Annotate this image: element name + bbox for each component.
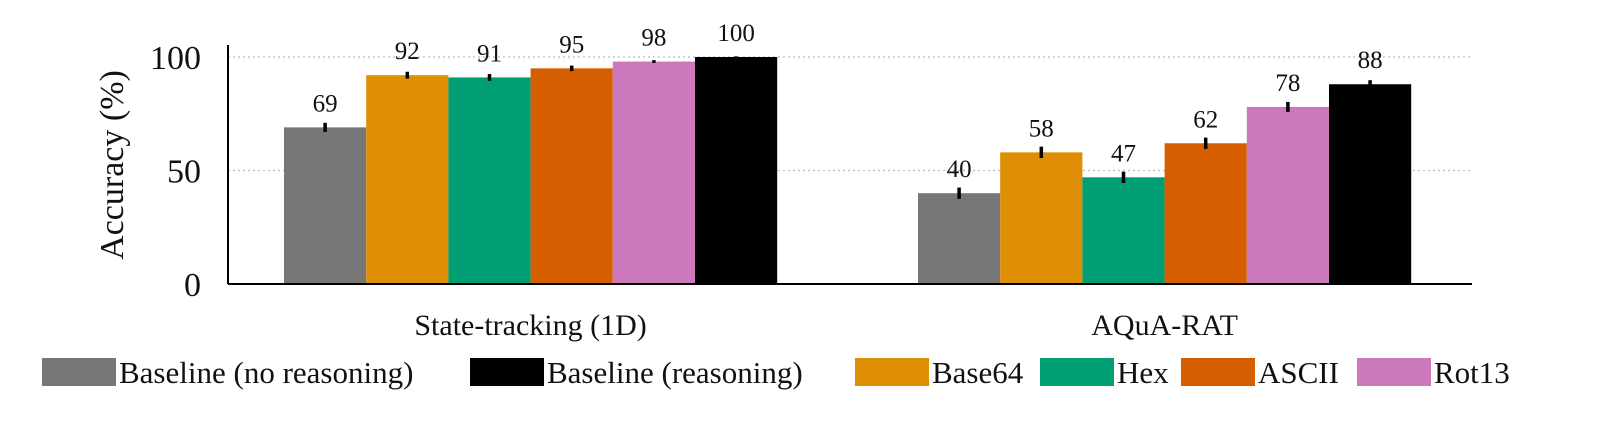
- y-tick-labels: 0 50 100: [150, 40, 201, 304]
- legend-label: Base64: [932, 355, 1024, 390]
- legend-label: Baseline (reasoning): [547, 355, 803, 390]
- y-tick-label: 100: [150, 40, 201, 77]
- category-label: AQuA-RAT: [1091, 309, 1238, 342]
- data-label: 88: [1358, 47, 1383, 74]
- axes: [227, 45, 1472, 285]
- data-label: 78: [1275, 70, 1300, 97]
- data-label: 62: [1193, 106, 1218, 133]
- legend-item: Base64: [855, 355, 1024, 390]
- bar-rot13-0: [612, 61, 695, 284]
- legend-swatch: [1040, 358, 1114, 386]
- legend-label: ASCII: [1258, 355, 1339, 390]
- bar-ascii-1: [1164, 143, 1247, 284]
- bars: 69 40 92 58 91 47 95 62 98 78 100 88: [284, 20, 1412, 285]
- legend-item: Baseline (no reasoning): [42, 355, 413, 390]
- legend-label: Hex: [1117, 355, 1169, 390]
- legend-item: Rot13: [1357, 355, 1510, 390]
- legend-swatch: [1181, 358, 1255, 386]
- bar-baseline-reasoning--1: [1329, 84, 1412, 285]
- y-tick-label: 0: [184, 267, 201, 304]
- y-axis-title: Accuracy (%): [94, 70, 131, 260]
- bar-baseline-no-reasoning--1: [918, 193, 1001, 284]
- legend-swatch: [42, 358, 116, 386]
- bar-base64-1: [1000, 152, 1083, 284]
- bar-baseline-no-reasoning--0: [284, 127, 367, 285]
- category-label: State-tracking (1D): [414, 309, 646, 342]
- data-label: 92: [395, 38, 420, 65]
- legend-swatch: [1357, 358, 1431, 386]
- y-tick-label: 50: [167, 154, 201, 191]
- data-label: 100: [717, 20, 755, 47]
- data-label: 58: [1029, 115, 1054, 142]
- legend-label: Rot13: [1434, 355, 1510, 390]
- data-label: 40: [947, 156, 972, 183]
- category-labels: State-tracking (1D) AQuA-RAT: [414, 309, 1238, 342]
- bar-ascii-0: [530, 68, 613, 284]
- legend-swatch: [470, 358, 544, 386]
- bar-base64-0: [366, 75, 449, 284]
- bar-baseline-reasoning--0: [695, 57, 778, 284]
- data-label: 98: [641, 25, 666, 52]
- legend-label: Baseline (no reasoning): [119, 355, 413, 390]
- data-label: 69: [313, 90, 338, 117]
- legend-item: Baseline (reasoning): [470, 355, 803, 390]
- legend: Baseline (no reasoning) Baseline (reasoni…: [42, 355, 1510, 390]
- data-label: 91: [477, 40, 502, 67]
- legend-item: ASCII: [1181, 355, 1339, 390]
- legend-item: Hex: [1040, 355, 1169, 390]
- bar-hex-1: [1082, 177, 1165, 284]
- data-label: 47: [1111, 140, 1136, 167]
- bar-hex-0: [448, 77, 531, 285]
- legend-swatch: [855, 358, 929, 386]
- data-label: 95: [559, 31, 584, 58]
- bar-rot13-1: [1246, 106, 1329, 284]
